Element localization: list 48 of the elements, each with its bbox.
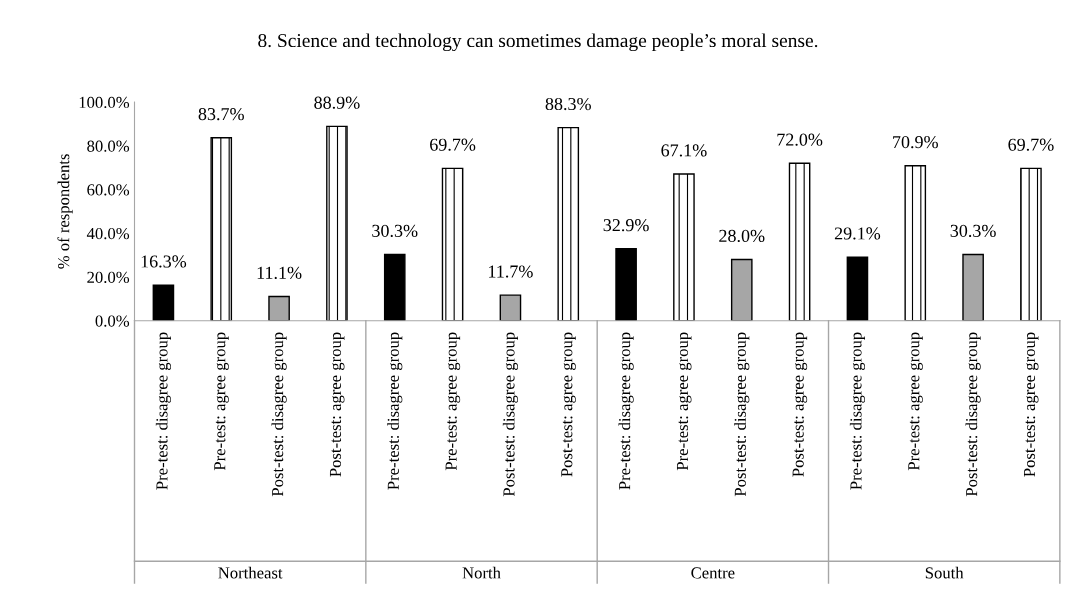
x-tick-label: Pre-test: disagree group: [849, 332, 866, 490]
y-tick-label: 80.0%: [87, 140, 130, 152]
data-label: 16.3%: [141, 255, 187, 268]
x-tick-label: Post-test: agree group: [329, 332, 345, 477]
data-label: 69.7%: [430, 138, 476, 151]
text: South: [925, 566, 964, 579]
bar: [846, 256, 869, 321]
data-label: 88.3%: [545, 97, 591, 111]
data-label: 69.7%: [1008, 138, 1054, 151]
x-tick-label: Pre-test: agree group: [214, 332, 229, 471]
bar: [615, 248, 637, 321]
x-tick-label: Post-test: disagree group: [965, 332, 981, 497]
data-label: 88.9%: [314, 96, 360, 109]
x-tick-label: Pre-test: disagree group: [155, 332, 171, 490]
y-axis-title: % of respondents: [57, 154, 73, 269]
y-tick-label: 20.0%: [87, 271, 130, 284]
x-tick-label: Post-test: disagree group: [734, 332, 750, 497]
x-tick-label: Pre-test: disagree group: [387, 332, 403, 490]
bar: [383, 253, 406, 321]
x-tick-label: Post-test: agree group: [792, 332, 808, 477]
x-tick-label: Post-test: disagree group: [502, 332, 519, 497]
data-label: 32.9%: [603, 219, 649, 232]
text: Northeast: [218, 566, 283, 579]
data-label: 67.1%: [661, 144, 707, 157]
x-tick-label: Pre-test: agree group: [908, 332, 923, 471]
bar: [152, 284, 175, 321]
data-label: 30.3%: [372, 224, 418, 237]
x-tick-label: Pre-test: disagree group: [618, 332, 634, 490]
data-label: 72.0%: [777, 133, 823, 146]
data-label: 30.3%: [950, 224, 996, 237]
y-tick-label: 40.0%: [86, 227, 130, 240]
data-label: 11.1%: [257, 266, 302, 279]
data-label: 70.9%: [893, 135, 938, 149]
y-tick-label: 0.0%: [95, 315, 130, 327]
y-tick-label: 60.0%: [87, 184, 130, 196]
x-tick-label: Post-test: disagree group: [271, 332, 287, 497]
chart-title: 8. Science and technology can sometimes damage people’s moral sense.: [258, 33, 818, 52]
x-tick-label: Post-test: agree group: [1023, 332, 1039, 477]
data-label: 11.7%: [489, 265, 533, 278]
data-label: 28.0%: [719, 229, 765, 243]
x-tick-label: Pre-test: agree group: [445, 332, 461, 471]
data-label: 83.7%: [198, 107, 244, 121]
data-label: 29.1%: [834, 227, 881, 240]
x-tick-label: Pre-test: agree group: [676, 332, 692, 471]
text: North: [462, 566, 501, 579]
x-tick-label: Post-test: agree group: [561, 332, 576, 477]
text: Centre: [691, 567, 735, 579]
y-tick-label: 100.0%: [79, 96, 130, 109]
